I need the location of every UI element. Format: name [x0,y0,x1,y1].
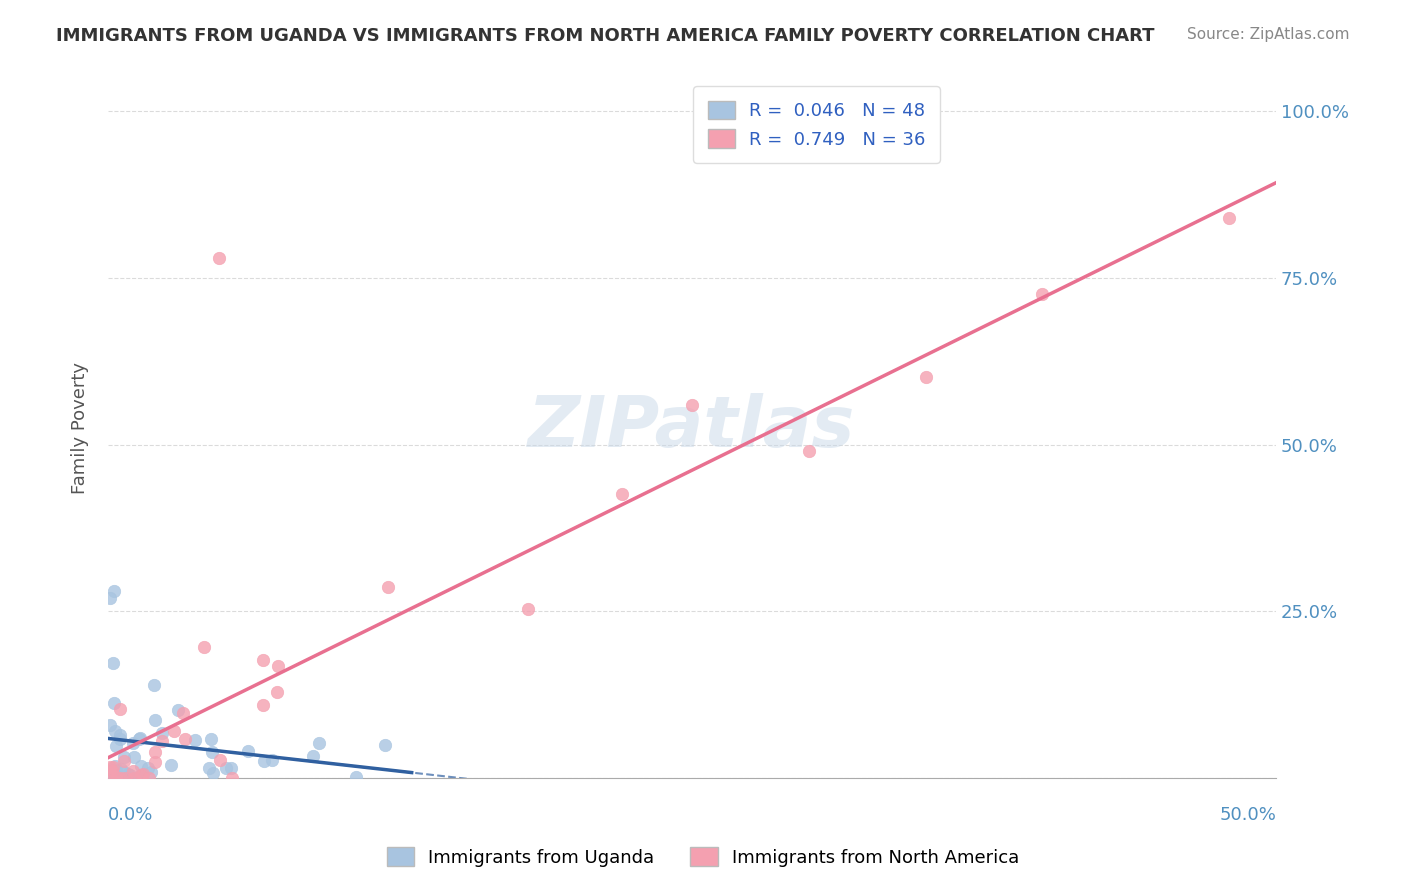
Point [308,736,330,750]
Point [208,251,231,265]
Legend: R =  0.046   N = 48, R =  0.749   N = 36: R = 0.046 N = 48, R = 0.749 N = 36 [693,87,939,163]
Text: 50.0%: 50.0% [1219,806,1277,824]
Point [98,591,121,605]
Point [260,753,283,767]
Point [266,685,288,699]
Point [98,770,121,784]
Y-axis label: Family Poverty: Family Poverty [72,362,89,494]
Point [200,731,222,746]
Point [219,761,242,775]
Point [108,731,131,746]
Point [128,731,150,746]
Point [103,768,125,782]
Point [1031,287,1053,301]
Point [797,443,820,458]
Point [302,749,325,764]
Point [136,761,159,775]
Point [105,770,128,784]
Point [344,770,367,784]
Point [374,738,396,752]
Point [172,706,194,720]
Point [252,653,274,667]
Point [118,771,141,785]
Point [100,764,122,778]
Point [103,760,125,774]
Legend: Immigrants from Uganda, Immigrants from North America: Immigrants from Uganda, Immigrants from … [380,840,1026,874]
Point [117,767,139,781]
Point [108,728,131,742]
Point [174,732,197,747]
Point [610,487,633,501]
Point [143,745,166,759]
Point [129,769,152,783]
Point [163,723,186,738]
Point [267,658,290,673]
Point [105,763,128,777]
Point [121,764,143,778]
Point [150,726,173,740]
Point [103,656,125,670]
Point [118,768,141,782]
Text: ZIPatlas: ZIPatlas [529,393,856,462]
Point [110,763,132,777]
Point [104,724,127,739]
Point [114,750,136,764]
Point [122,736,145,750]
Point [98,718,121,732]
Point [517,602,540,616]
Point [112,755,135,769]
Point [98,770,121,784]
Point [129,769,152,783]
Point [252,698,274,712]
Point [122,750,145,764]
Point [98,760,121,774]
Point [215,760,238,774]
Point [129,731,152,746]
Point [103,584,125,599]
Point [202,765,225,780]
Point [108,702,131,716]
Point [159,758,181,772]
Text: Source: ZipAtlas.com: Source: ZipAtlas.com [1187,27,1350,42]
Point [131,766,153,780]
Point [681,398,703,412]
Point [377,580,399,594]
Point [193,640,215,654]
Point [114,771,136,785]
Text: IMMIGRANTS FROM UGANDA VS IMMIGRANTS FROM NORTH AMERICA FAMILY POVERTY CORRELATI: IMMIGRANTS FROM UGANDA VS IMMIGRANTS FRO… [56,27,1154,45]
Point [143,755,166,769]
Point [139,765,162,780]
Point [104,739,127,753]
Point [167,703,190,717]
Point [914,369,936,384]
Point [208,753,231,767]
Point [129,768,152,782]
Text: 0.0%: 0.0% [108,806,153,824]
Point [143,713,166,727]
Point [110,771,132,785]
Point [197,761,219,775]
Point [221,771,243,785]
Point [238,744,260,758]
Point [201,745,224,759]
Point [138,771,160,785]
Point [143,678,166,692]
Point [150,733,173,747]
Point [122,771,145,785]
Point [104,759,127,773]
Point [112,765,135,780]
Point [129,759,152,773]
Point [1218,211,1240,226]
Point [98,769,121,783]
Point [253,754,276,768]
Point [103,697,125,711]
Point [184,733,207,747]
